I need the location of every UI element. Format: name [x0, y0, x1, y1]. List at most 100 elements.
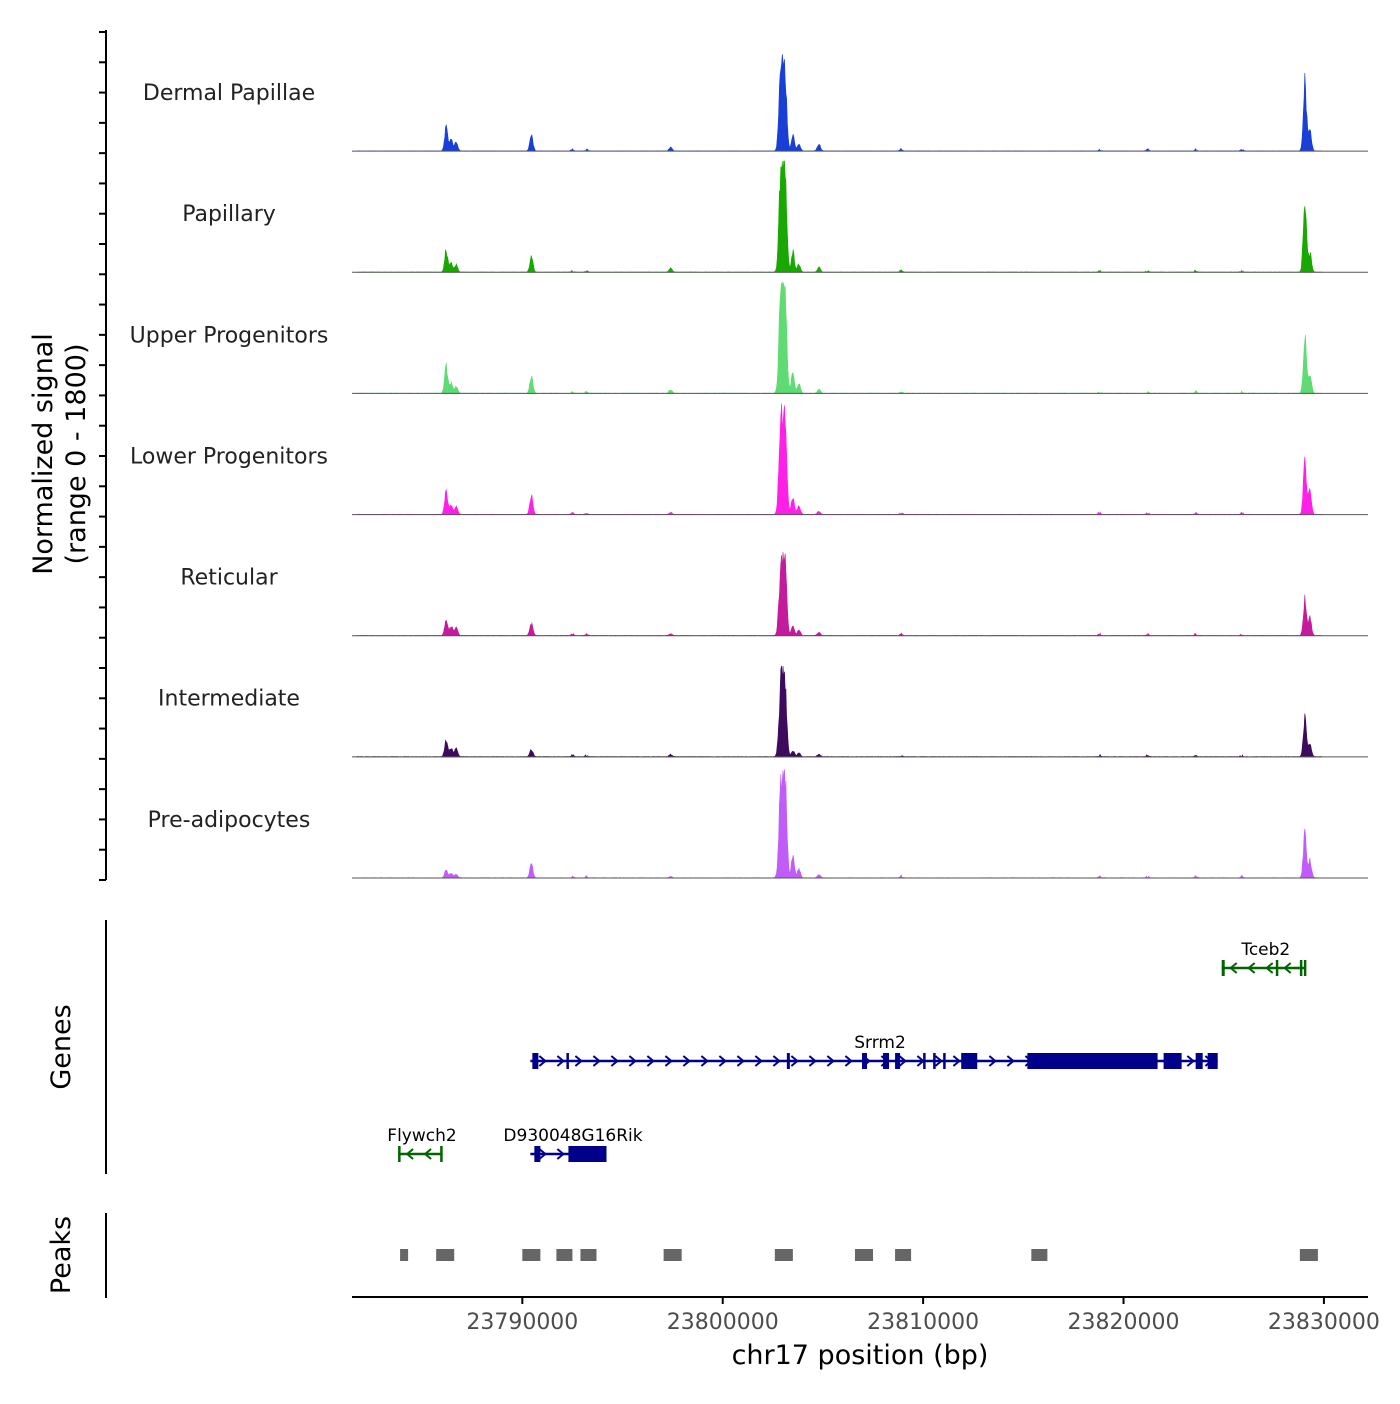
strand-arrow	[736, 1055, 745, 1067]
coverage-signal-area	[356, 281, 1322, 394]
gene-exon	[1195, 1053, 1203, 1069]
x-tick-label: 23810000	[867, 1310, 979, 1335]
peak-region	[774, 1249, 793, 1261]
gene-exon	[933, 1053, 936, 1069]
strand-arrow	[700, 1055, 709, 1067]
strand-arrow	[1283, 962, 1292, 974]
x-tick-label: 23830000	[1268, 1310, 1380, 1335]
peak-region	[400, 1249, 409, 1261]
gene-exon	[532, 1053, 539, 1069]
gene-exon	[398, 1146, 401, 1162]
strand-arrow	[898, 1055, 907, 1067]
x-tick-label: 23820000	[1068, 1310, 1180, 1335]
track-label: Dermal Papillae	[143, 81, 315, 106]
coverage-track-dermal-papillae: Dermal Papillae	[143, 54, 1368, 152]
coverage-track-pre-adipocytes: Pre-adipocytes	[148, 769, 1368, 879]
gene-exon	[1163, 1053, 1182, 1069]
strand-arrow	[772, 1055, 781, 1067]
peaks-track: Peaks	[46, 1213, 1318, 1298]
gene-exon	[1299, 960, 1303, 976]
peaks-track-label: Peaks	[46, 1216, 77, 1294]
peak-region	[1299, 1249, 1318, 1261]
coverage-signal-area	[356, 54, 1322, 152]
gene-exon	[961, 1053, 978, 1069]
gene-exon	[1303, 960, 1307, 976]
gene-name-label: Flywch2	[387, 1126, 456, 1146]
coverage-track-papillary: Papillary	[182, 160, 1368, 273]
strand-arrow	[754, 1055, 763, 1067]
gene-exon	[440, 1146, 443, 1162]
peak-region	[1031, 1249, 1048, 1261]
strand-arrow	[538, 1148, 547, 1160]
strand-arrow	[592, 1055, 601, 1067]
genes-track-label: Genes	[46, 1004, 77, 1089]
strand-arrow	[628, 1055, 637, 1067]
coverage-track-reticular: Reticular	[180, 552, 1368, 637]
strand-arrow	[844, 1055, 853, 1067]
y-axis-title-line2: (range 0 - 1800)	[61, 344, 92, 565]
strand-arrow	[682, 1055, 691, 1067]
track-label: Intermediate	[158, 687, 300, 712]
coverage-track-lower-progenitors: Lower Progenitors	[130, 403, 1368, 516]
x-tick-label: 23790000	[466, 1310, 578, 1335]
strand-arrow	[1186, 1055, 1195, 1067]
strand-arrow	[574, 1055, 583, 1067]
strand-arrow	[1229, 962, 1238, 974]
track-label: Pre-adipocytes	[148, 808, 311, 833]
peak-region	[436, 1249, 455, 1261]
track-label: Papillary	[182, 202, 276, 227]
gene-exon	[895, 1053, 901, 1069]
strand-arrow	[718, 1055, 727, 1067]
strand-arrow	[790, 1055, 799, 1067]
peak-region	[580, 1249, 597, 1261]
track-label: Upper Progenitors	[130, 323, 329, 348]
strand-arrow	[664, 1055, 673, 1067]
x-tick-label: 23800000	[667, 1310, 779, 1335]
track-label: Reticular	[180, 566, 278, 591]
gene-srrm2: Srrm2	[530, 1033, 1218, 1069]
peak-region	[854, 1249, 874, 1261]
track-label: Lower Progenitors	[130, 444, 328, 469]
strand-arrow	[556, 1148, 565, 1160]
gene-name-label: Tceb2	[1240, 940, 1290, 960]
gene-exon	[568, 1146, 607, 1162]
strand-arrow	[1247, 962, 1256, 974]
strand-arrow	[934, 1055, 943, 1067]
peak-region	[663, 1249, 682, 1261]
coverage-y-axis-title: Normalized signal(range 0 - 1800)	[28, 333, 92, 575]
coverage-signal-area	[356, 769, 1323, 879]
strand-arrow	[405, 1148, 414, 1160]
strand-arrow	[988, 1055, 997, 1067]
gene-exon	[862, 1053, 868, 1069]
strand-arrow	[556, 1055, 565, 1067]
gene-exon	[883, 1053, 890, 1069]
coverage-signal-area	[356, 552, 1322, 637]
y-axis-title-line1: Normalized signal	[28, 333, 59, 575]
strand-arrow	[538, 1055, 547, 1067]
strand-arrow	[1265, 962, 1274, 974]
gene-d930048g16rik: D930048G16Rik	[503, 1126, 643, 1162]
gene-exon	[923, 1053, 926, 1069]
strand-arrow	[1006, 1055, 1015, 1067]
coverage-track-intermediate: Intermediate	[158, 665, 1368, 758]
gene-exon	[786, 1053, 790, 1069]
peak-region	[522, 1249, 541, 1261]
gene-annotation-track: Genes Tceb2 Srrm2 Flywch2 D930048G16Rik	[46, 920, 1307, 1174]
coverage-signal-area	[356, 403, 1323, 516]
strand-arrow	[610, 1055, 619, 1067]
coverage-signal-area	[356, 160, 1323, 273]
gene-exon	[534, 1146, 541, 1162]
gene-exon	[943, 1053, 946, 1069]
coverage-tracks: Normalized signal(range 0 - 1800) Dermal …	[28, 30, 1368, 881]
strand-arrow	[646, 1055, 655, 1067]
gene-name-label: Srrm2	[854, 1033, 906, 1053]
coverage-signal-area	[356, 665, 1322, 758]
gene-flywch2: Flywch2	[387, 1126, 457, 1162]
strand-arrow	[423, 1148, 432, 1160]
coverage-track-upper-progenitors: Upper Progenitors	[130, 281, 1368, 394]
gene-exon	[1027, 1053, 1158, 1069]
gene-name-label: D930048G16Rik	[503, 1126, 642, 1146]
gene-exon	[1221, 960, 1225, 976]
